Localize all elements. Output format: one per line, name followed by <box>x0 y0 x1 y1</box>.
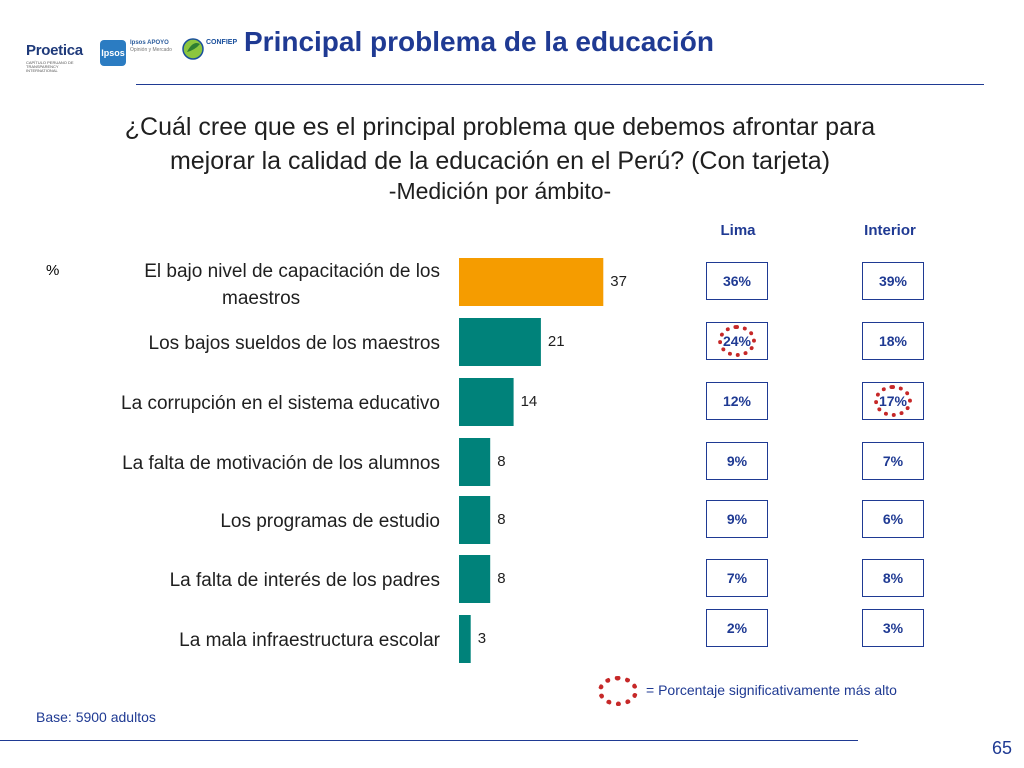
category-label-7: La mala infraestructura escolar <box>179 630 441 651</box>
interior-value-box-1: 39% <box>862 262 924 300</box>
survey-subtitle: -Medición por ámbito- <box>388 178 612 204</box>
category-label-3: La corrupción en el sistema educativo <box>121 393 440 414</box>
lima-value-box-7: 2% <box>706 609 768 647</box>
category-label-6: La falta de interés de los padres <box>170 570 440 591</box>
confiep-logo-text: CONFIEP <box>206 39 238 46</box>
lima-value-box-4: 9% <box>706 442 768 480</box>
column-header-lima: Lima <box>720 222 756 239</box>
survey-question-line-1: ¿Cuál cree que es el principal problema … <box>124 113 876 141</box>
bar-value-label-3: 14 <box>521 393 538 410</box>
significance-ring-icon <box>598 676 638 706</box>
lima-value-box-5: 9% <box>706 500 768 538</box>
ipsos-apoyo-subtitle: Opinión y Mercado <box>130 47 172 53</box>
significance-marker-lima-2 <box>718 325 756 357</box>
interior-value-box-7: 3% <box>862 609 924 647</box>
bar-value-label-2: 21 <box>548 333 565 350</box>
category-label-1-line-2: maestros <box>222 288 300 309</box>
bar-value-label-4: 8 <box>497 453 505 470</box>
ipsos-apoyo-text: Ipsos APOYO <box>130 40 169 46</box>
survey-question-line-2: mejorar la calidad de la educación en el… <box>169 147 831 175</box>
bar-2 <box>459 318 541 366</box>
interior-value-box-4: 7% <box>862 442 924 480</box>
proetica-logo-subtitle: CAPÍTULO PERUANO DE TRANSPARENCY INTERNA… <box>26 60 74 73</box>
category-label-1-line-1: El bajo nivel de capacitación de los <box>144 261 440 282</box>
confiep-leaf-icon <box>182 38 204 60</box>
footer-divider <box>0 740 858 741</box>
lima-value-box-3: 12% <box>706 382 768 420</box>
bar-5 <box>459 496 491 544</box>
ipsos-logo: Ipsos <box>100 40 126 66</box>
survey-question: ¿Cuál cree que es el principal problema … <box>50 110 950 178</box>
bar-value-label-5: 8 <box>497 511 505 528</box>
ipsos-apoyo-logo: Ipsos APOYO Opinión y Mercado <box>130 40 172 54</box>
bar-1 <box>459 258 604 306</box>
column-header-interior: Interior <box>864 222 916 239</box>
bar-3 <box>459 378 514 426</box>
interior-value-box-6: 8% <box>862 559 924 597</box>
percent-unit-label: % <box>46 262 60 279</box>
bar-value-label-6: 8 <box>497 570 505 587</box>
significance-marker-interior-3 <box>874 385 912 417</box>
bar-6 <box>459 555 491 603</box>
bar-4 <box>459 438 491 486</box>
proetica-logo: Proetica <box>26 42 83 59</box>
category-label-2: Los bajos sueldos de los maestros <box>149 333 441 354</box>
interior-value-box-2: 18% <box>862 322 924 360</box>
base-note: Base: 5900 adultos <box>36 709 156 725</box>
category-label-5: Los programas de estudio <box>220 511 440 532</box>
bar-value-label-1: 37 <box>610 273 627 290</box>
interior-value-box-5: 6% <box>862 500 924 538</box>
bar-7 <box>459 615 471 663</box>
lima-value-box-1: 36% <box>706 262 768 300</box>
category-label-4: La falta de motivación de los alumnos <box>122 453 440 474</box>
significance-legend-text: = Porcentaje significativamente más alto <box>646 682 897 698</box>
page-number: 65 <box>991 738 1012 758</box>
proetica-logo-text: Proetica <box>26 42 83 59</box>
header-divider <box>136 84 984 85</box>
logo-strip: Proetica CAPÍTULO PERUANO DE TRANSPARENC… <box>20 28 240 78</box>
page-title: Principal problema de la educación <box>244 26 714 57</box>
bar-value-label-7: 3 <box>478 630 486 647</box>
lima-value-box-6: 7% <box>706 559 768 597</box>
